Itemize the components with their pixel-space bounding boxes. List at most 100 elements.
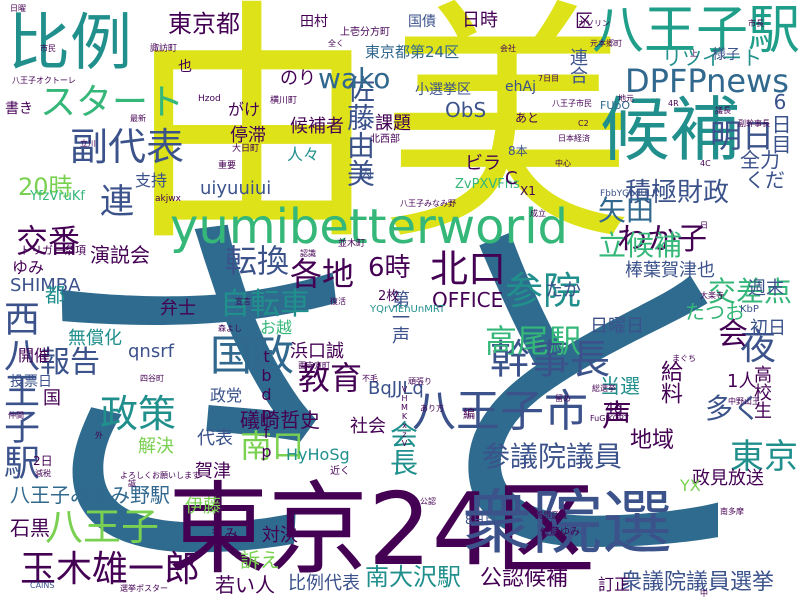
- word-jp-164: 不毛: [362, 374, 378, 383]
- word-20-28: 20時: [18, 173, 73, 201]
- word-jp-160: 宣言: [235, 297, 251, 306]
- word-cains-136: CAINS: [30, 581, 55, 590]
- word-jp-185: 減税: [35, 469, 51, 478]
- word-qnsrf-79: qnsrf: [128, 341, 174, 362]
- word-bqjjlq-82: BqJJLq: [368, 378, 424, 399]
- word-jp-64: ビラ: [465, 153, 501, 174]
- word-jp-179: 市長: [748, 19, 764, 28]
- word-jp-24: 政策: [100, 392, 177, 436]
- word-4c-197: 4C: [700, 159, 711, 168]
- word-jp-83: 礒崎哲史: [240, 408, 320, 432]
- word-jp-36: 立候補: [598, 229, 683, 262]
- word-jp-146: 近く: [330, 466, 350, 477]
- word-obs-60: ObS: [445, 98, 487, 122]
- word-jp-119: 也: [178, 59, 192, 75]
- word-jp-127: 内: [360, 167, 373, 181]
- word-jp-42: 衆議院議員選挙: [620, 570, 775, 595]
- word-jp-120: 小選挙区: [415, 82, 471, 98]
- word-jp-109: お越: [260, 318, 293, 337]
- word-8-124: 8本: [508, 144, 528, 158]
- word-jp-138: 北西部: [370, 134, 400, 145]
- word-jp-112: 人々: [287, 145, 320, 164]
- word-jp-63: 課題: [375, 113, 411, 134]
- word-2-130: 2日: [33, 454, 53, 468]
- word-jp-5: 候補: [600, 89, 740, 171]
- word-jp-144: 選挙ポスター: [120, 584, 168, 593]
- word-jp-107: ゆみ: [12, 258, 45, 277]
- word-jp-7: 八王子駅: [591, 1, 800, 61]
- word-jp-172: 最新: [130, 114, 146, 123]
- word-jp-77: 週末: [748, 278, 784, 299]
- word-c2-196: C2: [578, 119, 589, 128]
- word-jp-22: 高尾駅: [485, 322, 582, 360]
- word-jp-8: 八王子市: [412, 386, 588, 437]
- word-6-47: 6時: [368, 253, 411, 283]
- word-jp-39: 会長: [386, 420, 419, 476]
- word-jp-10: 国政: [210, 331, 295, 380]
- word-akjwx-139: akjwx: [155, 194, 181, 204]
- word-jp-15: 八王子: [45, 505, 160, 549]
- word-fubo-122: FUbO: [600, 99, 631, 112]
- word-jp-118: 田村: [300, 14, 328, 30]
- word-jp-44: 東京都: [168, 10, 240, 38]
- word-hyhosg-93: HyHoSg: [286, 445, 350, 464]
- word-jp-41: 南大沢駅: [365, 563, 461, 591]
- word-jp-3: 衆院選: [462, 482, 672, 564]
- word-jp-91: 対決: [262, 525, 298, 546]
- word-jp-95: 代表: [197, 428, 233, 449]
- word-c-125: C: [505, 168, 518, 189]
- word-jp-84: 社会: [350, 416, 386, 437]
- word-jp-49: 声: [602, 399, 632, 434]
- word-jp-167: 総選挙: [592, 384, 616, 393]
- word-jp-170: 会社: [500, 44, 516, 53]
- word-24-2: 東京24区: [168, 471, 596, 588]
- word-jp-192: 立川: [80, 139, 96, 148]
- word-jp-186: 留め: [555, 394, 571, 403]
- word-jp-173: 副幹事長: [738, 119, 770, 128]
- word-7-178: 7日目: [538, 74, 560, 83]
- word-jp-85: 政見放送: [692, 468, 764, 489]
- word-jp-198: 日: [700, 221, 708, 230]
- word-jp-89: 比例代表: [288, 573, 360, 594]
- word-jp-65: 支持: [135, 171, 168, 190]
- word-jp-114: 日時: [462, 10, 498, 31]
- word-jp-14: 玉木雄一郎: [20, 549, 201, 590]
- word-jp-61: 停滞: [230, 125, 266, 146]
- word-dpfpnews-9: DPFPnews: [625, 62, 789, 100]
- word-h6-134: H6: [572, 527, 586, 538]
- word-tbdpfp-80: tbdpfp: [257, 347, 276, 461]
- word-jp-157: 西寺方町: [298, 361, 330, 370]
- word-jp-1: 由美: [125, 0, 636, 276]
- word-jp-76: 初日: [750, 318, 786, 339]
- word-jp-174: 議長: [715, 106, 731, 115]
- word-jp-182: 元本郷町: [590, 39, 622, 48]
- word-jp-181: 日曜: [10, 4, 26, 13]
- word-jp-90: 若い人: [215, 573, 275, 597]
- word-jp-0: さとう: [0, 189, 800, 600]
- word-jp-104: 開催: [18, 346, 51, 365]
- word-jp-149: 横川町: [270, 96, 298, 106]
- word-2-128: 2枚: [378, 289, 400, 304]
- word-jp-189: 外: [95, 431, 103, 440]
- word-jp-75: 高校生: [751, 365, 772, 419]
- word-yfzvrukf-66: YfzVruKf: [30, 189, 85, 204]
- word-jp-43: 公認候補: [480, 566, 569, 591]
- word-jp-37: 矢田: [598, 194, 655, 227]
- word-jp-88: 訴え: [240, 548, 280, 572]
- word-jp-62: 候補者: [290, 116, 344, 137]
- word-jp-103: 国: [43, 388, 61, 409]
- word-jp-158: 認識: [300, 249, 316, 258]
- word-jp-31: 自転車: [220, 287, 310, 322]
- word-jp-20: 東京: [730, 437, 798, 477]
- word-jp-81: 浜口誠: [290, 341, 344, 362]
- word-jp-105: 投票日: [10, 374, 52, 390]
- word-jp-169: 全く: [328, 39, 344, 48]
- word-jp-166: あり方: [420, 404, 444, 413]
- word-hzod-150: Hzod: [198, 94, 221, 104]
- word-jp-188: 八王子市民: [552, 99, 592, 108]
- word-jp-87: 伊藤: [185, 496, 221, 517]
- word-jp-123: あと: [515, 111, 540, 125]
- word-jp-18: 北口: [430, 247, 507, 291]
- word-jp-117: 様子: [712, 47, 740, 63]
- word-ehaj-121: ehAj: [505, 79, 536, 95]
